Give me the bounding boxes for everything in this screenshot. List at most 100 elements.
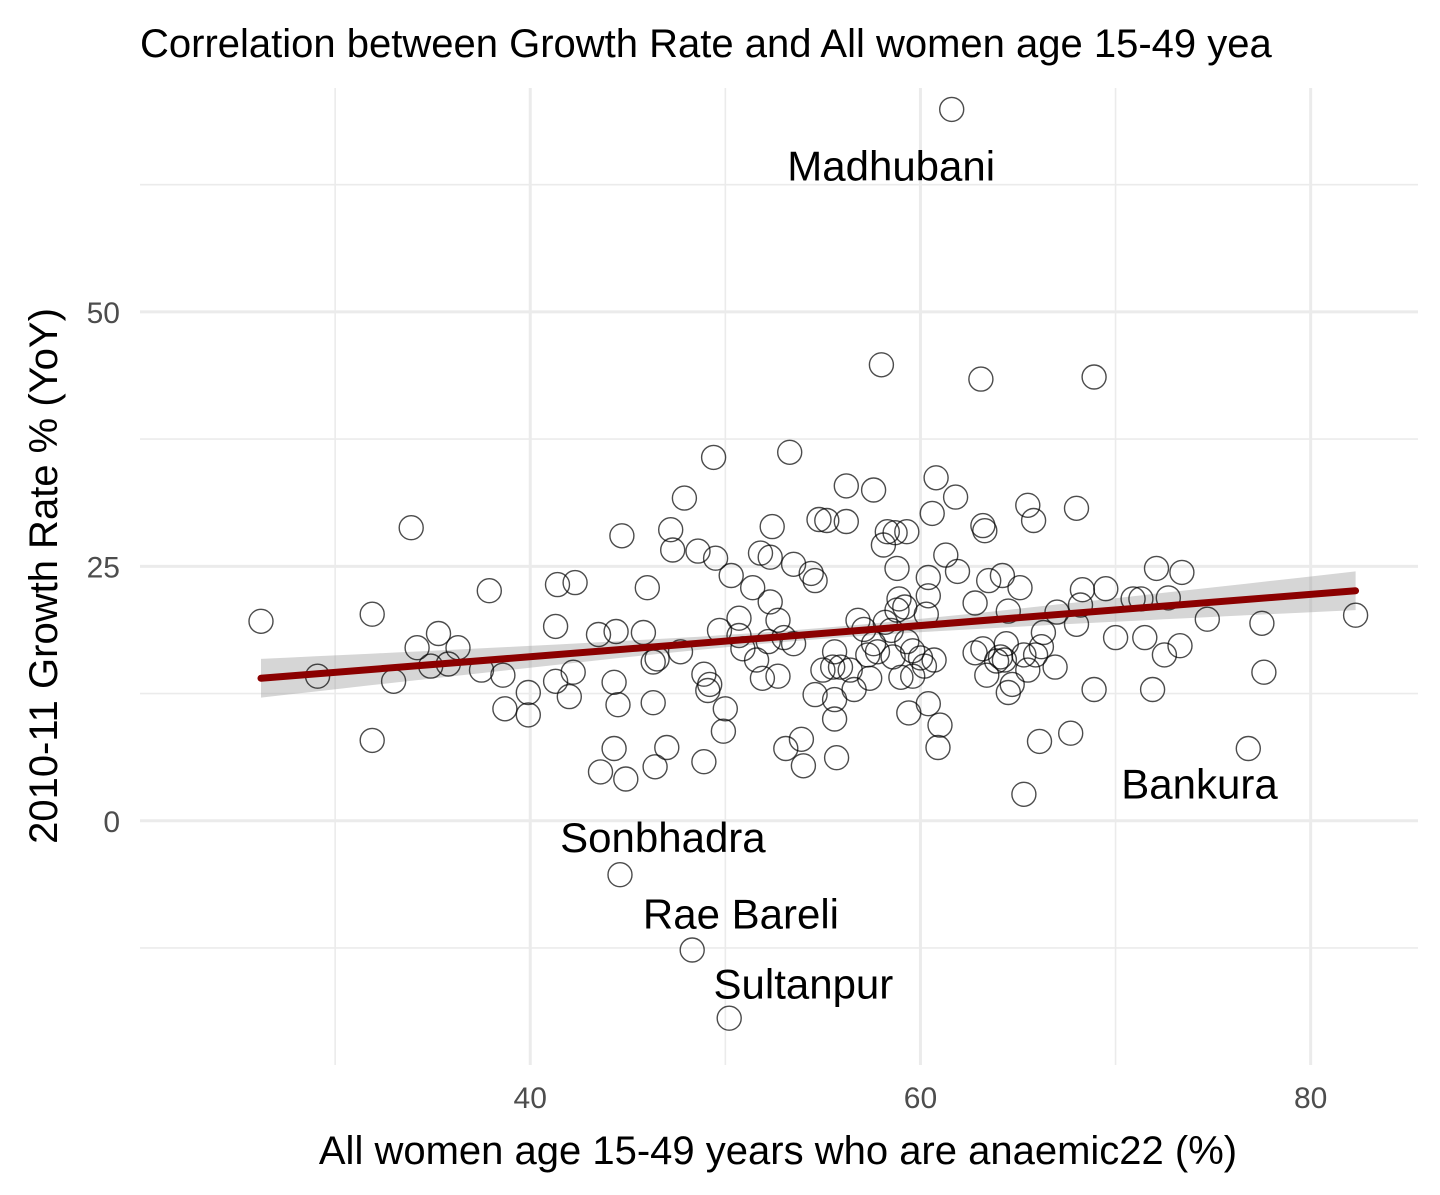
- data-point: [860, 477, 887, 503]
- data-point: [896, 700, 922, 726]
- data-point: [726, 605, 752, 631]
- data-point: [1015, 657, 1041, 683]
- data-point: [983, 648, 1010, 674]
- data-point: [1132, 624, 1158, 651]
- data-point: [765, 663, 791, 689]
- data-point: [1069, 577, 1096, 603]
- data-point: [927, 712, 953, 738]
- data-point: [542, 613, 569, 640]
- data-point: [1015, 492, 1041, 518]
- data-point: [821, 639, 848, 665]
- chart-title: Correlation between Growth Rate and All …: [140, 22, 1273, 66]
- data-point: [790, 753, 817, 779]
- data-point: [404, 635, 430, 661]
- x-tick-label: 60: [904, 1082, 937, 1115]
- data-point: [654, 734, 680, 761]
- data-point: [780, 631, 807, 657]
- data-point: [634, 575, 660, 601]
- data-point: [757, 589, 783, 615]
- data-point: [773, 735, 799, 762]
- data-point: [806, 506, 832, 533]
- data-point: [1022, 642, 1049, 668]
- data-point: [921, 647, 947, 673]
- x-axis-ticks: 40 60 80: [514, 1082, 1328, 1115]
- data-point: [560, 659, 586, 685]
- data-point: [587, 759, 614, 785]
- data-point: [556, 683, 582, 710]
- data-point: [757, 544, 783, 570]
- data-point: [607, 862, 633, 888]
- data-point: [874, 519, 900, 545]
- points-layer: [248, 96, 1369, 1031]
- y-axis-ticks: 0 25 50: [87, 297, 120, 839]
- data-point: [425, 620, 452, 647]
- data-point: [915, 583, 941, 609]
- data-point: [544, 571, 571, 598]
- point-annotation: Sultanpur: [713, 961, 893, 1008]
- data-point: [1249, 610, 1275, 636]
- data-point: [837, 657, 863, 683]
- data-point: [1081, 364, 1107, 390]
- data-point: [613, 766, 639, 792]
- data-point: [1167, 633, 1193, 659]
- data-point: [1155, 585, 1182, 611]
- data-point: [1143, 555, 1170, 582]
- data-point: [712, 696, 738, 722]
- data-point: [780, 551, 807, 577]
- data-point: [810, 657, 836, 683]
- data-point: [1251, 659, 1277, 685]
- data-point: [1020, 507, 1047, 534]
- data-point: [1102, 624, 1129, 651]
- data-point: [939, 96, 965, 123]
- data-point: [968, 366, 994, 392]
- data-point: [492, 696, 518, 722]
- data-point: [942, 484, 969, 510]
- data-point: [1057, 720, 1084, 746]
- data-point: [1011, 781, 1037, 807]
- data-point: [726, 622, 752, 649]
- data-point: [868, 352, 895, 378]
- data-point: [601, 735, 627, 762]
- data-point: [915, 691, 941, 717]
- y-tick-label: 0: [103, 806, 120, 839]
- data-point: [833, 473, 859, 499]
- data-point: [1081, 676, 1107, 703]
- data-point: [989, 562, 1016, 589]
- data-point: [991, 647, 1018, 673]
- data-point: [1139, 676, 1166, 703]
- data-point: [515, 679, 541, 706]
- point-annotation: Rae Bareli: [643, 891, 839, 938]
- data-point: [562, 569, 588, 596]
- trend-line: [257, 587, 1360, 682]
- data-point: [671, 485, 698, 511]
- data-point: [679, 937, 705, 963]
- data-point: [944, 558, 971, 585]
- data-point: [700, 444, 727, 471]
- data-point: [802, 567, 828, 594]
- data-point: [972, 518, 998, 544]
- x-tick-label: 40: [514, 1082, 547, 1115]
- point-annotation: Bankura: [1121, 760, 1278, 807]
- data-point: [974, 662, 1000, 688]
- data-point: [1028, 634, 1055, 660]
- data-point: [359, 601, 385, 627]
- data-point: [857, 665, 883, 691]
- data-point: [802, 681, 828, 708]
- y-axis-title: 2010-11 Growth Rate % (YoY): [22, 308, 66, 844]
- data-point: [1067, 592, 1094, 618]
- data-point: [743, 647, 770, 673]
- data-point: [1063, 495, 1090, 521]
- data-point: [765, 607, 791, 633]
- annotations-layer: Madhubani Bankura Sonbhadra Rae Bareli Sulta…: [560, 143, 1278, 1008]
- data-point: [888, 664, 914, 690]
- data-point: [798, 560, 824, 587]
- data-point: [864, 639, 891, 665]
- data-point: [788, 726, 815, 752]
- data-point: [603, 618, 629, 645]
- data-point: [702, 545, 729, 571]
- data-point: [605, 692, 631, 718]
- data-point: [886, 586, 912, 612]
- data-point: [759, 513, 785, 540]
- data-point: [925, 734, 951, 761]
